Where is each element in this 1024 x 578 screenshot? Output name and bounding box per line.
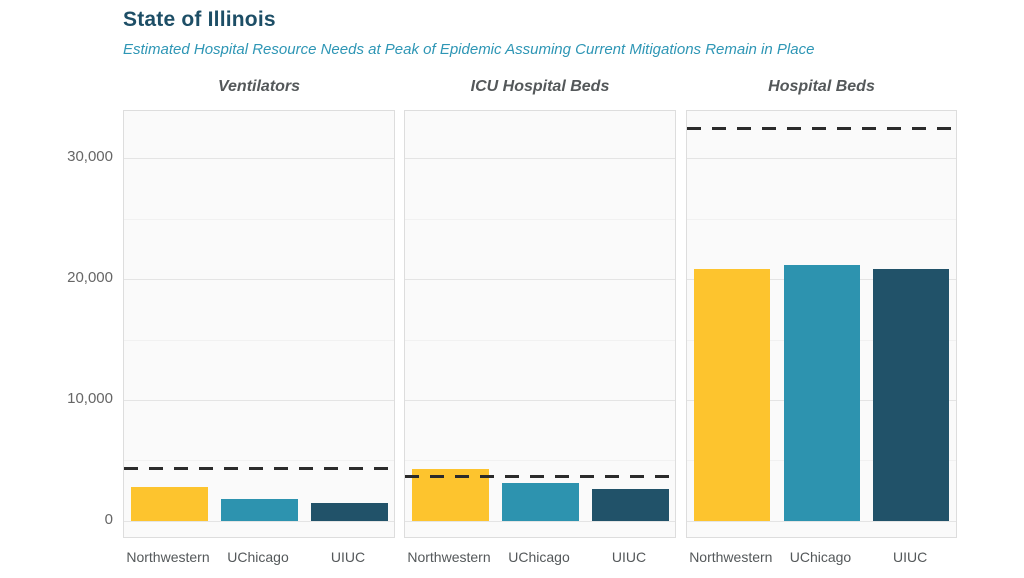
facet-title: Hospital Beds <box>768 78 875 95</box>
bar-uchicago <box>784 264 860 521</box>
major-gridline <box>687 158 956 160</box>
bar-uchicago <box>502 483 579 521</box>
minor-gridline <box>124 339 394 341</box>
y-axis-tick-label: 0 <box>104 510 113 528</box>
major-gridline <box>124 158 394 160</box>
major-gridline <box>405 520 675 522</box>
minor-gridline <box>687 218 956 220</box>
x-axis-label-northwestern: Northwestern <box>407 549 491 565</box>
x-axis-label-northwestern: Northwestern <box>689 549 773 565</box>
facet-panel <box>123 110 395 538</box>
minor-gridline <box>405 460 675 462</box>
bar-uchicago <box>221 499 298 521</box>
major-gridline <box>124 399 394 401</box>
y-axis-tick-label: 20,000 <box>67 269 113 287</box>
x-axis-label-uchicago: UChicago <box>789 549 852 565</box>
facet-title: ICU Hospital Beds <box>470 78 610 95</box>
facet-title: Ventilators <box>217 78 301 95</box>
major-gridline <box>124 279 394 281</box>
x-axis-label-uchicago: UChicago <box>227 549 289 565</box>
bar-northwestern <box>694 269 770 521</box>
x-axis-label-uiuc: UIUC <box>893 549 928 565</box>
x-axis-label-uchicago: UChicago <box>508 549 570 565</box>
major-gridline <box>687 520 956 522</box>
bar-uiuc <box>311 503 388 521</box>
minor-gridline <box>124 218 394 220</box>
capacity-dashed-line <box>124 466 394 470</box>
x-axis-label-northwestern: Northwestern <box>126 549 210 565</box>
x-axis-label-uiuc: UIUC <box>330 549 366 565</box>
minor-gridline <box>405 218 675 220</box>
facet-panel <box>686 110 957 538</box>
y-axis-tick-label: 30,000 <box>67 148 113 166</box>
x-axis-label-uiuc: UIUC <box>611 549 647 565</box>
bar-northwestern <box>131 487 208 521</box>
bar-uiuc <box>873 269 949 521</box>
major-gridline <box>405 158 675 160</box>
facet-panel <box>404 110 676 538</box>
major-gridline <box>405 279 675 281</box>
minor-gridline <box>405 339 675 341</box>
chart-subtitle: Estimated Hospital Resource Needs at Pea… <box>123 41 815 58</box>
capacity-dashed-line <box>405 475 675 479</box>
y-axis-tick-label: 10,000 <box>67 389 113 407</box>
minor-gridline <box>124 460 394 462</box>
major-gridline <box>405 399 675 401</box>
chart-title: State of Illinois <box>123 8 276 31</box>
bar-uiuc <box>592 488 669 521</box>
major-gridline <box>124 520 394 522</box>
capacity-dashed-line <box>687 126 956 130</box>
